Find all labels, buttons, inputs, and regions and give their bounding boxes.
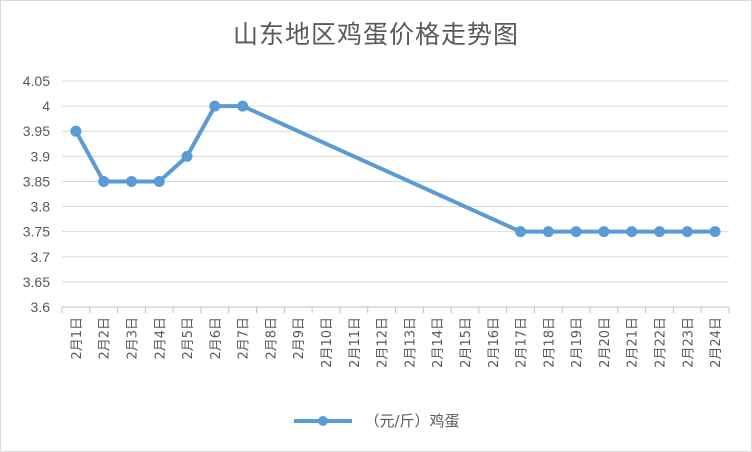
x-tick-label: 2月16日 [487,317,502,368]
x-tick-label: 2月18日 [542,317,557,368]
data-point [70,125,82,137]
y-tick-label: 4 [42,98,50,114]
y-tick-label: 3.9 [31,148,51,164]
x-tick-label: 2月10日 [320,317,335,368]
data-point [515,226,527,238]
y-tick-label: 3.65 [23,274,50,290]
y-tick-label: 3.8 [31,199,51,215]
data-point [209,100,221,112]
data-point [654,226,666,238]
legend-marker-icon [294,415,353,426]
x-tick-label: 2月7日 [237,317,252,360]
y-tick-label: 3.6 [31,299,51,315]
x-tick-label: 2月4日 [153,317,168,360]
x-tick-label: 2月15日 [459,317,474,368]
chart-title: 山东地区鸡蛋价格走势图 [232,20,519,49]
data-point [125,175,137,187]
x-tick-label: 2月13日 [403,317,418,368]
data-point [98,175,110,187]
legend: （元/斤）鸡蛋 [1,410,751,431]
data-point [181,150,193,162]
x-tick-label: 2月3日 [125,317,140,360]
y-tick-label: 3.7 [31,249,51,265]
x-tick-label: 2月8日 [264,317,279,360]
data-point [542,226,554,238]
x-tick-label: 2月9日 [292,317,307,360]
data-point [598,226,610,238]
y-tick-label: 3.75 [23,224,50,240]
x-tick-label: 2月11日 [348,317,363,368]
data-point [709,226,721,238]
data-point [681,226,693,238]
x-tick-label: 2月20日 [598,317,613,368]
data-point [570,226,582,238]
y-tick-label: 3.95 [23,123,50,139]
x-tick-label: 2月22日 [654,317,669,368]
x-tick-label: 2月6日 [209,317,224,360]
x-tick-label: 2月1日 [70,317,85,360]
data-point [626,226,638,238]
y-tick-label: 4.05 [23,73,50,89]
data-point [153,175,165,187]
x-tick-label: 2月5日 [181,317,196,360]
y-tick-label: 3.85 [23,173,50,189]
x-tick-label: 2月19日 [570,317,585,368]
x-tick-label: 2月21日 [626,317,641,368]
x-tick-label: 2月24日 [709,317,724,368]
legend-label: （元/斤）鸡蛋 [364,412,460,430]
x-tick-label: 2月14日 [431,317,446,368]
series-line [74,104,716,234]
data-point [237,100,249,112]
x-tick-label: 2月23日 [681,317,696,368]
x-tick-label: 2月2日 [98,317,113,360]
x-tick-label: 2月17日 [515,317,530,368]
x-tick-label: 2月12日 [376,317,391,368]
